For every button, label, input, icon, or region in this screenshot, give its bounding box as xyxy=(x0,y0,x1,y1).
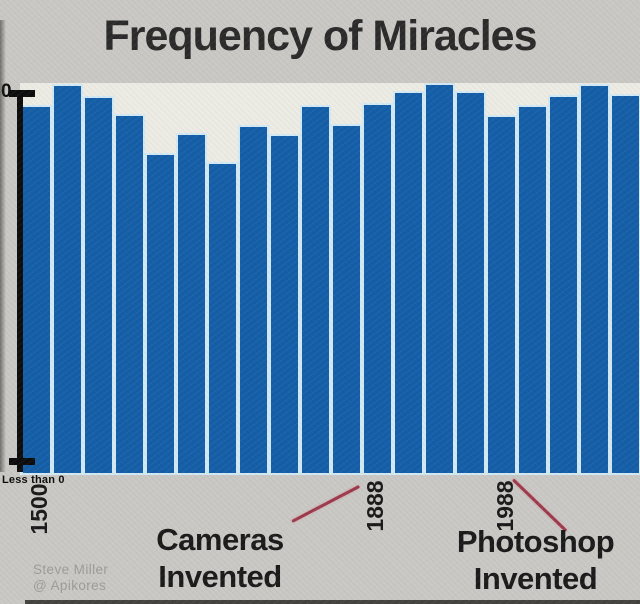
bottom-border-strip xyxy=(25,600,640,604)
watermark-credit: Steve Miller @ Apikores xyxy=(33,562,108,594)
bar-8 xyxy=(238,125,269,475)
bar-9 xyxy=(269,134,300,475)
bar-17 xyxy=(517,105,548,475)
bar-13 xyxy=(393,91,424,475)
bar-7 xyxy=(207,162,238,475)
y-axis-bottom-tick xyxy=(9,458,35,465)
chart-title: Frequency of Miracles xyxy=(103,12,537,60)
x-tick-label-1888: 1888 xyxy=(362,480,388,532)
annotation-photoshop-invented: Photoshop Invented xyxy=(428,523,640,597)
watermark-line1: Steve Miller xyxy=(33,562,109,577)
annotation-line-cameras xyxy=(291,484,361,523)
bar-2 xyxy=(52,84,83,475)
bar-16 xyxy=(486,115,517,475)
bar-14 xyxy=(424,83,455,475)
bar-12 xyxy=(362,103,393,475)
annotation-cameras-invented: Cameras Invented xyxy=(130,521,310,595)
bar-5 xyxy=(145,153,176,475)
y-axis-zero-tick xyxy=(9,90,35,97)
y-axis-zero-label: 0 xyxy=(1,81,12,102)
bar-10 xyxy=(300,105,331,475)
bar-20 xyxy=(610,94,640,475)
annotation-photoshop-line2: Invented xyxy=(473,561,598,596)
annotation-photoshop-line1: Photoshop xyxy=(456,524,615,559)
y-axis-bottom-label: Less than 0 xyxy=(2,474,65,486)
watermark-line2: @ Apikores xyxy=(33,578,107,593)
annotation-cameras-line1: Cameras xyxy=(156,522,284,557)
left-edge-shadow xyxy=(0,20,6,472)
x-tick-label-1500: 1500 xyxy=(26,483,52,535)
bar-19 xyxy=(579,84,610,475)
y-axis-line xyxy=(17,93,23,472)
bar-1 xyxy=(21,105,52,475)
plot-area xyxy=(20,83,640,475)
bar-11 xyxy=(331,124,362,475)
bar-4 xyxy=(114,114,145,475)
bar-3 xyxy=(83,96,114,475)
annotation-cameras-line2: Invented xyxy=(158,559,282,594)
bar-6 xyxy=(176,133,207,475)
bar-15 xyxy=(455,91,486,475)
bar-18 xyxy=(548,95,579,475)
